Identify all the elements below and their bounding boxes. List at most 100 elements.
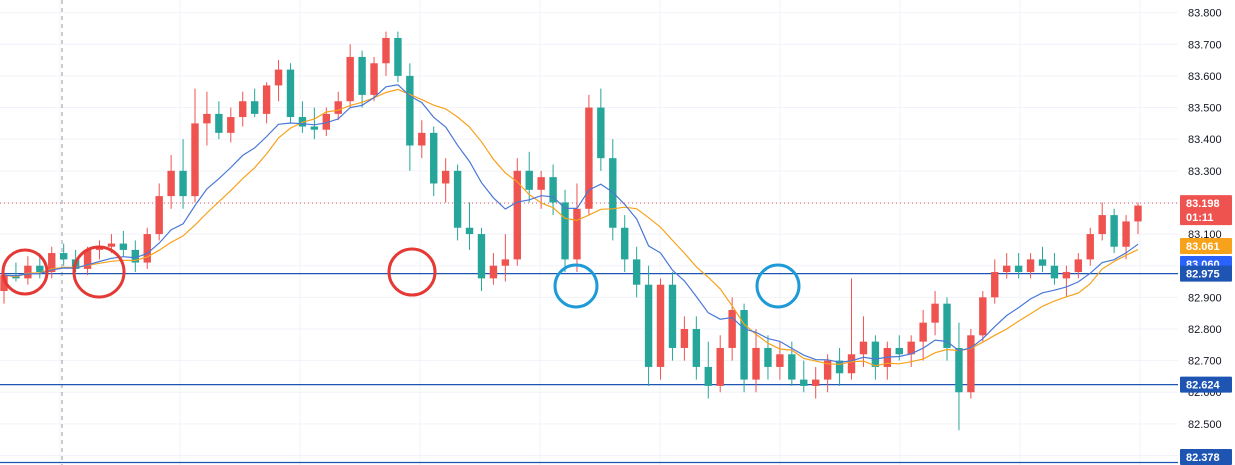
candle-body bbox=[955, 347, 963, 393]
candle-body bbox=[430, 132, 438, 184]
candle-body bbox=[1062, 272, 1071, 279]
red-circle-marker[interactable] bbox=[1, 248, 49, 296]
price-axis[interactable]: 83.80083.70083.60083.50083.40083.30083.2… bbox=[1188, 8, 1222, 463]
candle-body bbox=[59, 253, 68, 260]
y-tick-label: 82.500 bbox=[1188, 419, 1222, 431]
blue-circle-marker[interactable] bbox=[755, 263, 801, 309]
last-price-tag bbox=[1180, 195, 1232, 226]
ma-slow-value: 83.061 bbox=[1186, 241, 1220, 253]
candle-body bbox=[322, 113, 330, 130]
horizontal-line-value: 82.624 bbox=[1186, 380, 1221, 392]
moving-average-fast bbox=[3, 84, 1139, 363]
horizontal-lines[interactable] bbox=[0, 273, 1178, 464]
candle-body bbox=[489, 265, 498, 279]
candle-body bbox=[537, 177, 545, 190]
candle-body bbox=[1110, 215, 1118, 247]
last-price-value: 83.198 bbox=[1186, 198, 1220, 210]
candle-body bbox=[716, 347, 724, 386]
candle-body bbox=[871, 341, 880, 367]
horizontal-line-tag bbox=[1180, 449, 1232, 465]
candle-body bbox=[573, 208, 581, 260]
horizontal-line-tag bbox=[1180, 376, 1232, 393]
candle-body bbox=[155, 196, 163, 235]
candle-body bbox=[597, 107, 605, 159]
y-tick-label: 83.400 bbox=[1188, 134, 1222, 146]
horizontal-line-value: 82.378 bbox=[1186, 452, 1220, 464]
candle-body bbox=[835, 360, 844, 374]
candle-body bbox=[764, 347, 772, 367]
candle-body bbox=[621, 227, 629, 260]
candle-body bbox=[525, 170, 533, 190]
candle-body bbox=[776, 354, 784, 367]
horizontal-line-tag bbox=[1180, 265, 1232, 282]
candle-body bbox=[991, 272, 999, 298]
candle-body bbox=[1038, 259, 1047, 266]
candle-body bbox=[943, 303, 951, 348]
candle-body bbox=[1098, 215, 1106, 235]
candle-body bbox=[143, 234, 151, 263]
candle-body bbox=[1026, 259, 1035, 273]
candle-body bbox=[274, 69, 283, 86]
candle-body bbox=[1050, 265, 1059, 279]
candle-body bbox=[585, 107, 593, 209]
candle-body bbox=[179, 170, 187, 197]
candle-body bbox=[704, 366, 712, 386]
candle-body bbox=[203, 113, 211, 124]
candle-body bbox=[1122, 221, 1130, 247]
blue-circle-marker[interactable] bbox=[553, 263, 599, 309]
candle-body bbox=[632, 259, 641, 285]
candle-body bbox=[262, 85, 271, 114]
bar-countdown: 01:11 bbox=[1186, 212, 1214, 224]
candle-body bbox=[334, 101, 342, 114]
candle-body bbox=[418, 132, 426, 146]
candle-body bbox=[847, 354, 856, 374]
candle-body bbox=[1002, 265, 1011, 273]
candle-body bbox=[931, 303, 939, 323]
candle-body bbox=[740, 310, 748, 380]
candle-body bbox=[36, 265, 44, 273]
candle-body bbox=[561, 202, 569, 260]
candle-body bbox=[823, 360, 832, 380]
candle-body bbox=[0, 275, 8, 292]
candle-body bbox=[119, 243, 128, 250]
candle-body bbox=[680, 328, 689, 348]
candle-body bbox=[167, 170, 175, 197]
candle-body bbox=[465, 227, 474, 235]
candle-body bbox=[346, 56, 354, 102]
y-tick-label: 83.600 bbox=[1188, 71, 1222, 83]
candle-body bbox=[286, 69, 295, 118]
candle-body bbox=[131, 249, 140, 263]
candle-body bbox=[24, 265, 32, 279]
candle-body bbox=[752, 347, 760, 380]
candle-body bbox=[967, 335, 975, 393]
candle-body bbox=[453, 170, 462, 228]
annotation-circles[interactable] bbox=[1, 245, 801, 309]
candle-body bbox=[227, 117, 235, 133]
candle-body bbox=[48, 253, 56, 273]
candle-body bbox=[979, 297, 987, 336]
candle-body bbox=[382, 37, 390, 64]
candle-body bbox=[477, 234, 486, 279]
candle-body bbox=[191, 123, 199, 197]
candle-body bbox=[549, 177, 557, 203]
candle-body bbox=[644, 284, 653, 367]
red-circle-marker[interactable] bbox=[387, 247, 437, 297]
candle-body bbox=[215, 113, 223, 133]
candle-body bbox=[1074, 259, 1083, 273]
y-tick-label: 83.800 bbox=[1188, 8, 1222, 20]
candle-body bbox=[441, 170, 450, 184]
candle-body bbox=[812, 379, 820, 386]
candle-body bbox=[668, 284, 677, 348]
candle-body bbox=[692, 328, 701, 367]
candle-body bbox=[1134, 205, 1142, 222]
candle-body bbox=[800, 379, 808, 386]
candles bbox=[0, 31, 1142, 431]
candle-body bbox=[83, 249, 92, 269]
candle-body bbox=[513, 170, 521, 260]
candle-body bbox=[394, 37, 402, 76]
y-tick-label: 83.700 bbox=[1188, 39, 1222, 51]
moving-average-slow bbox=[3, 88, 1139, 367]
red-circle-marker[interactable] bbox=[72, 245, 126, 299]
y-tick-label: 82.800 bbox=[1188, 324, 1222, 336]
